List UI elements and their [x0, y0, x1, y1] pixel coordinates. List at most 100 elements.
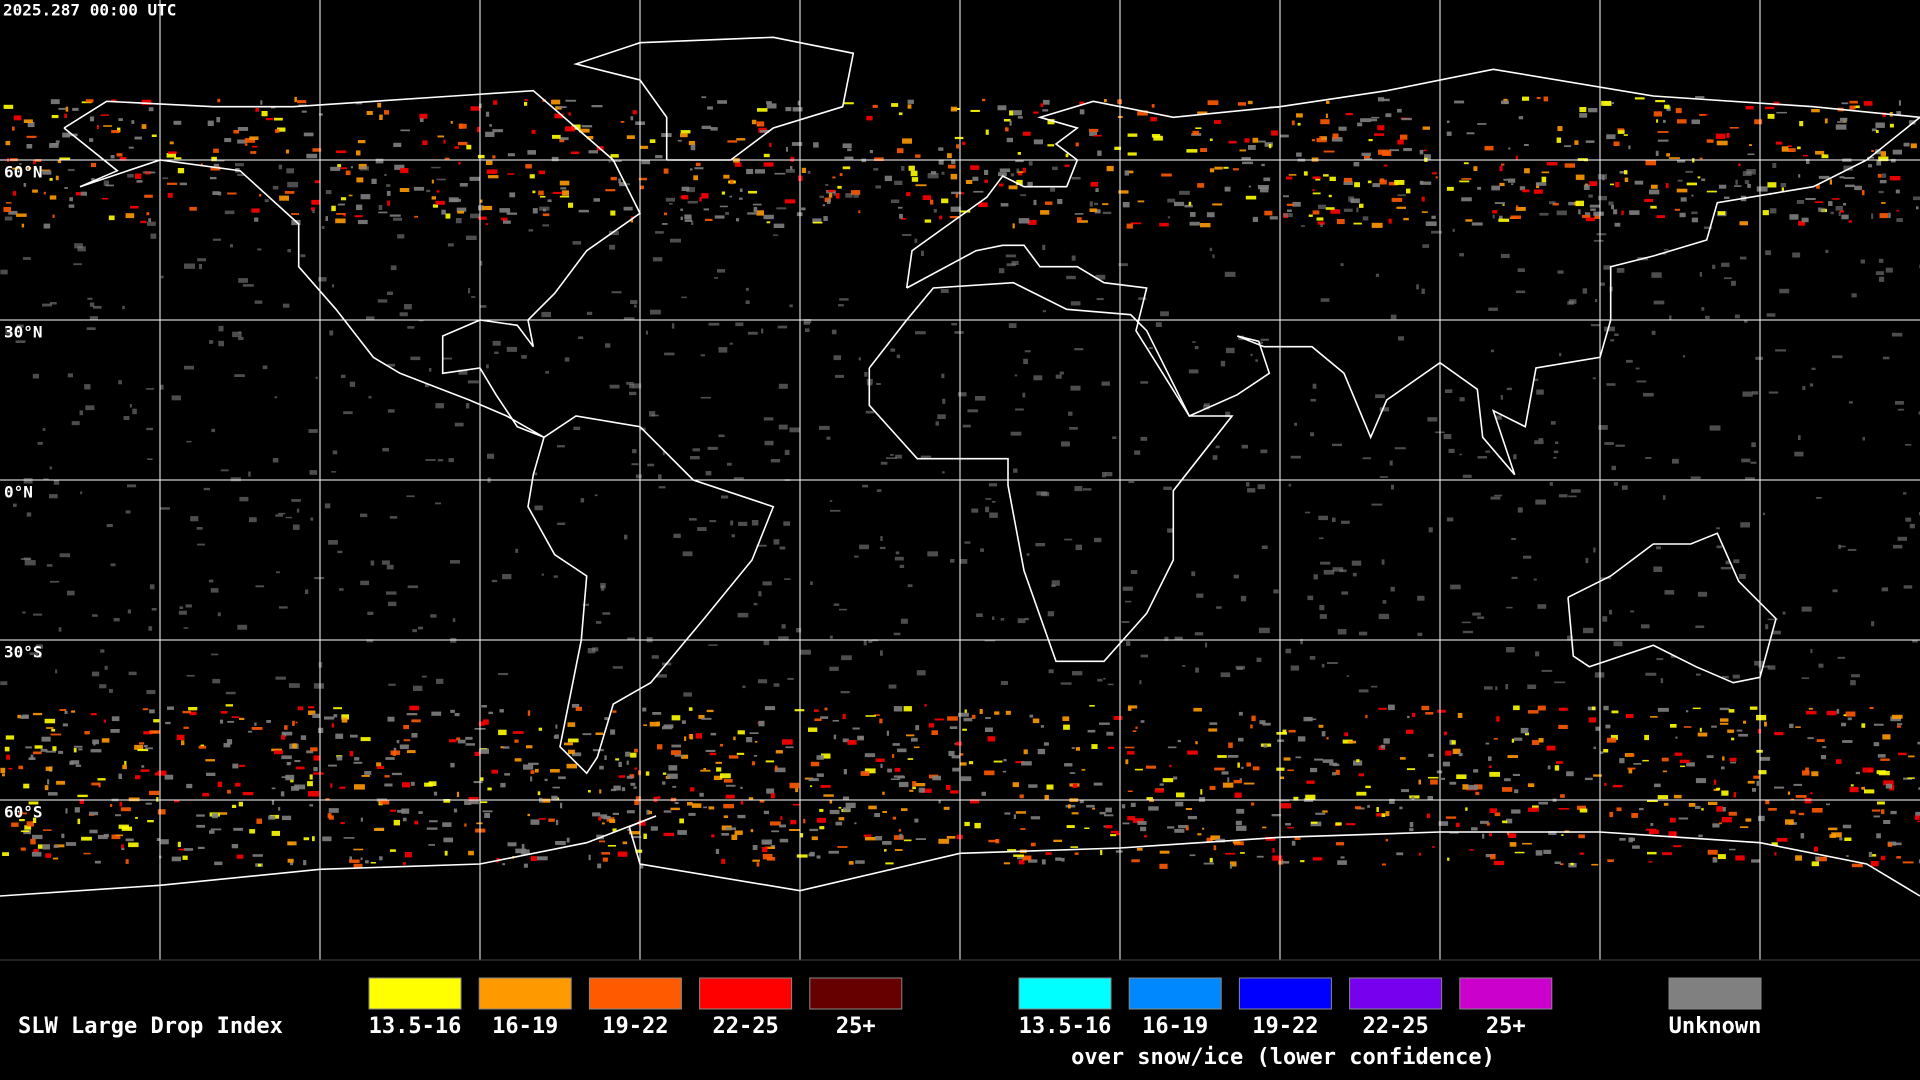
cloud-pixel: [50, 733, 62, 736]
cloud-pixel: [1281, 861, 1290, 864]
cloud-pixel: [1490, 496, 1501, 500]
cloud-pixel: [1287, 209, 1292, 212]
cloud-pixel: [1003, 758, 1007, 762]
cloud-pixel: [876, 489, 882, 492]
cloud-pixel: [171, 856, 182, 862]
cloud-pixel: [1724, 277, 1732, 280]
cloud-pixel: [145, 388, 155, 390]
cloud-pixel: [862, 484, 869, 488]
cloud-pixel: [1677, 160, 1686, 163]
legend-label: 13.5-16: [369, 1014, 462, 1039]
cloud-pixel: [1465, 807, 1468, 811]
cloud-pixel: [456, 207, 467, 212]
cloud-pixel: [1917, 741, 1920, 745]
cloud-pixel: [297, 100, 307, 104]
cloud-pixel: [1382, 150, 1392, 156]
cloud-pixel: [1009, 120, 1012, 126]
cloud-pixel: [610, 210, 616, 216]
cloud-pixel: [1066, 275, 1076, 280]
cloud-pixel: [530, 770, 535, 774]
cloud-pixel: [1717, 211, 1726, 215]
cloud-pixel: [1511, 183, 1514, 185]
cloud-pixel: [177, 841, 181, 848]
cloud-pixel: [1517, 268, 1525, 272]
cloud-pixel: [1048, 669, 1054, 674]
cloud-pixel: [1332, 517, 1336, 522]
cloud-pixel: [484, 813, 490, 818]
cloud-pixel: [1648, 861, 1653, 863]
latitude-label: 30°N: [4, 323, 43, 342]
cloud-pixel: [1310, 821, 1322, 827]
cloud-pixel: [89, 138, 94, 142]
cloud-pixel: [430, 614, 437, 618]
cloud-pixel: [366, 639, 374, 643]
cloud-pixel: [1312, 192, 1321, 195]
cloud-pixel: [1104, 99, 1107, 103]
cloud-pixel: [1124, 170, 1130, 176]
cloud-pixel: [710, 732, 717, 736]
cloud-pixel: [213, 148, 219, 153]
cloud-pixel: [1598, 425, 1608, 430]
cloud-pixel: [100, 114, 109, 116]
cloud-pixel: [1418, 779, 1421, 785]
cloud-pixel: [1895, 189, 1900, 194]
cloud-pixel: [809, 851, 815, 857]
cloud-pixel: [379, 856, 383, 861]
cloud-pixel: [1722, 807, 1726, 812]
cloud-pixel: [1424, 154, 1431, 160]
cloud-pixel: [437, 459, 444, 462]
cloud-pixel: [671, 750, 681, 755]
cloud-pixel: [568, 749, 575, 755]
cloud-pixel: [572, 241, 582, 245]
cloud-pixel: [1174, 828, 1185, 833]
cloud-pixel: [1649, 829, 1659, 834]
cloud-pixel: [166, 153, 176, 158]
cloud-pixel: [1261, 163, 1265, 167]
cloud-pixel: [91, 671, 100, 677]
cloud-pixel: [1118, 263, 1128, 267]
cloud-pixel: [1223, 166, 1229, 169]
cloud-pixel: [1663, 802, 1669, 806]
cloud-pixel: [1514, 789, 1519, 794]
cloud-pixel: [391, 772, 402, 776]
cloud-pixel: [1645, 672, 1657, 676]
cloud-pixel: [1903, 585, 1913, 589]
cloud-pixel: [341, 717, 348, 723]
cloud-pixel: [284, 191, 295, 194]
cloud-pixel: [784, 578, 791, 580]
cloud-pixel: [400, 129, 410, 132]
cloud-pixel: [1003, 862, 1011, 865]
cloud-pixel: [1294, 422, 1297, 426]
cloud-pixel: [80, 191, 87, 196]
cloud-pixel: [790, 166, 793, 170]
cloud-pixel: [49, 143, 59, 148]
cloud-pixel: [1167, 528, 1174, 533]
cloud-pixel: [1538, 801, 1549, 805]
cloud-pixel: [1209, 722, 1218, 725]
cloud-pixel: [1631, 813, 1639, 818]
cloud-pixel: [1096, 298, 1104, 301]
cloud-pixel: [482, 205, 493, 211]
cloud-pixel: [763, 214, 774, 220]
cloud-pixel: [498, 673, 509, 676]
cloud-pixel: [1749, 144, 1752, 146]
cloud-pixel: [627, 637, 635, 641]
cloud-pixel: [476, 126, 480, 133]
cloud-pixel: [515, 548, 519, 553]
cloud-pixel: [909, 789, 914, 792]
cloud-pixel: [1079, 101, 1085, 105]
cloud-pixel: [1779, 288, 1790, 294]
cloud-pixel: [1566, 771, 1574, 777]
cloud-pixel: [842, 796, 849, 801]
cloud-pixel: [361, 775, 370, 777]
cloud-pixel: [210, 828, 222, 831]
cloud-pixel: [629, 391, 637, 396]
cloud-pixel: [1747, 780, 1755, 784]
cloud-pixel: [1076, 217, 1082, 222]
cloud-pixel: [1592, 377, 1596, 380]
cloud-pixel: [531, 129, 536, 134]
cloud-pixel: [635, 849, 643, 853]
cloud-pixel: [454, 146, 459, 149]
cloud-pixel: [138, 742, 145, 745]
cloud-pixel: [1641, 624, 1650, 629]
